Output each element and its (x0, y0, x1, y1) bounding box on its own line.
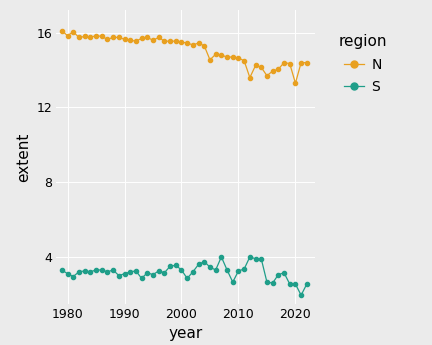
Legend: N, S: N, S (330, 26, 395, 102)
X-axis label: year: year (168, 326, 203, 341)
Y-axis label: extent: extent (16, 132, 31, 182)
